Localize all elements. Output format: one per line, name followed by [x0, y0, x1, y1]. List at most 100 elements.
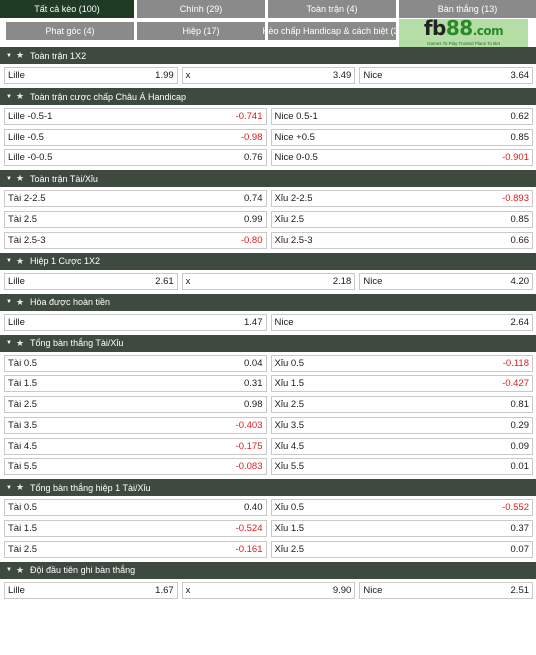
odds-value: 1.67 [155, 584, 174, 596]
odds-button[interactable]: Tài 0.5 0.04 [4, 354, 267, 372]
odds-value: -0.403 [235, 419, 263, 431]
odds-button[interactable]: Xỉu 2-2.5 -0.893 [270, 190, 533, 208]
odds-button[interactable]: Lille 2.61 [4, 272, 178, 290]
star-icon[interactable]: ★ [15, 50, 25, 60]
selection-label: Nice [363, 275, 383, 287]
odds-button[interactable]: Lille -0-0.5 0.76 [4, 149, 267, 167]
market-section: ▼ ★ Toàn trận cược chấp Châu Á Handicap Lil… [0, 88, 536, 167]
odds-button[interactable]: Lille -0.5-1 -0.741 [4, 108, 267, 125]
odds-button[interactable]: Tài 1.5 -0.524 [4, 519, 267, 537]
section-header[interactable]: ▼ ★ Đội đầu tiên ghi bàn thắng [0, 561, 536, 579]
selection-label: Nice [363, 584, 383, 596]
tab-halves[interactable]: Hiệp (17) [137, 22, 265, 40]
odds-button[interactable]: Xỉu 1.5 -0.427 [270, 375, 533, 393]
odds-button[interactable]: Xỉu 2.5 0.85 [270, 211, 533, 229]
odds-button[interactable]: Tài 2.5 0.99 [4, 211, 267, 229]
caret-down-icon[interactable]: ▼ [6, 175, 12, 182]
section-header[interactable]: ▼ ★ Tổng bàn thắng Tài/Xỉu [0, 334, 536, 352]
odds-button[interactable]: Tài 2-2.5 0.74 [4, 190, 267, 208]
odds-button[interactable]: Tài 2.5 -0.161 [4, 540, 267, 558]
caret-down-icon[interactable]: ▼ [6, 567, 12, 574]
caret-down-icon[interactable]: ▼ [6, 340, 12, 347]
odds-button[interactable]: Nice 0-0.5 -0.901 [270, 149, 533, 167]
odds-value: -0.083 [235, 461, 263, 473]
odds-button[interactable]: Lille 1.67 [4, 581, 178, 599]
odds-button[interactable]: Nice 2.64 [270, 313, 533, 331]
odds-button[interactable]: Xỉu 5.5 0.01 [270, 458, 533, 476]
odds-button[interactable]: Lille -0.5 -0.98 [4, 128, 267, 146]
odds-button[interactable]: x 3.49 [181, 67, 356, 84]
star-icon[interactable]: ★ [15, 337, 25, 348]
caret-down-icon[interactable]: ▼ [6, 93, 12, 100]
section-header[interactable]: ▼ ★ Hòa được hoàn tiền [0, 293, 536, 311]
tab-corners[interactable]: Phạt góc (4) [6, 22, 134, 40]
odds-button[interactable]: Tài 1.5 0.31 [4, 375, 267, 393]
caret-down-icon[interactable]: ▼ [6, 484, 12, 491]
odds-value: 3.49 [332, 70, 352, 81]
section-title: Toàn trận Tài/Xỉu [30, 173, 98, 184]
selection-label: Nice [363, 70, 383, 81]
section-header[interactable]: ▼ ★ Toàn trận cược chấp Châu Á Handicap [0, 88, 536, 105]
tab-full-match[interactable]: Toàn trận (4) [268, 0, 396, 18]
section-header[interactable]: ▼ ★ Tổng bàn thắng hiệp 1 Tài/Xỉu [0, 479, 536, 497]
star-icon[interactable]: ★ [15, 255, 25, 266]
market-section: ▼ ★ Tổng bàn thắng hiệp 1 Tài/Xỉu Tài 0.5 0.… [0, 479, 536, 558]
tab-handicap[interactable]: Kèo chấp Handicap & cách biệt (3) [262, 22, 402, 40]
tab-goals[interactable]: Bàn thắng (13) [399, 0, 536, 18]
odds-button[interactable]: Xỉu 2.5 0.07 [270, 540, 533, 558]
odds-button[interactable]: Tài 5.5 -0.083 [4, 458, 267, 476]
odds-button[interactable]: Lille 1.47 [4, 313, 267, 331]
odds-button[interactable]: Lille 1.99 [4, 67, 178, 84]
odds-button[interactable]: Nice 4.20 [359, 272, 534, 290]
odds-button[interactable]: Xỉu 0.5 -0.552 [270, 499, 533, 517]
caret-down-icon[interactable]: ▼ [6, 299, 12, 306]
odds-value: -0.901 [502, 152, 529, 164]
section-header[interactable]: ▼ ★ Hiệp 1 Cược 1X2 [0, 252, 536, 270]
odds-button[interactable]: Nice +0.5 0.85 [270, 128, 533, 146]
odds-value: 0.85 [510, 131, 530, 143]
odds-button[interactable]: Tài 4.5 -0.175 [4, 437, 267, 455]
star-icon[interactable]: ★ [15, 296, 25, 307]
odds-row: Tài 2.5 0.98 Xỉu 2.5 0.81 [0, 396, 536, 414]
odds-value: -0.524 [235, 522, 263, 534]
caret-down-icon[interactable]: ▼ [6, 258, 12, 265]
tab-main[interactable]: Chính (29) [137, 0, 265, 18]
odds-button[interactable]: Tài 2.5 0.98 [4, 396, 267, 414]
odds-button[interactable]: Xỉu 1.5 0.37 [270, 519, 533, 537]
section-body: Tài 0.5 0.04 Xỉu 0.5 -0.118 Tài 1.5 0.31 Xỉu 1… [0, 352, 536, 476]
star-icon[interactable]: ★ [15, 482, 25, 493]
odds-value: 1.99 [155, 70, 174, 81]
odds-button[interactable]: Xỉu 3.5 0.29 [270, 416, 533, 434]
odds-button[interactable]: Nice 3.64 [359, 67, 534, 84]
odds-button[interactable]: Tài 2.5-3 -0.80 [4, 231, 267, 249]
odds-button[interactable]: Nice 2.51 [359, 581, 534, 599]
odds-button[interactable]: x 2.18 [181, 272, 356, 290]
tab-all-markets[interactable]: Tất cả kèo (100) [0, 0, 134, 18]
odds-button[interactable]: Xỉu 4.5 0.09 [270, 437, 533, 455]
star-icon[interactable]: ★ [15, 173, 25, 184]
odds-value: -0.175 [235, 440, 263, 452]
odds-button[interactable]: Xỉu 0.5 -0.118 [270, 354, 533, 372]
odds-button[interactable]: Nice 0.5-1 0.62 [270, 108, 533, 125]
odds-button[interactable]: Xỉu 2.5 0.81 [270, 396, 533, 414]
selection-label: Xỉu 2.5-3 [274, 234, 313, 246]
odds-button[interactable]: x 9.90 [181, 581, 356, 599]
selection-label: Nice [274, 316, 294, 328]
odds-button[interactable]: Xỉu 2.5-3 0.66 [270, 231, 533, 249]
star-icon[interactable]: ★ [15, 91, 25, 101]
section-body: Lille 1.47 Nice 2.64 [0, 311, 536, 331]
section-title: Tổng bàn thắng hiệp 1 Tài/Xỉu [30, 482, 151, 493]
odds-value: 0.29 [510, 419, 530, 431]
odds-button[interactable]: Tài 3.5 -0.403 [4, 416, 267, 434]
section-header[interactable]: ▼ ★ Toàn trận 1X2 [0, 47, 536, 64]
section-title: Toàn trận 1X2 [30, 50, 87, 61]
star-icon[interactable]: ★ [15, 564, 25, 575]
caret-down-icon[interactable]: ▼ [6, 52, 12, 59]
odds-value: 0.04 [244, 357, 263, 369]
section-title: Hòa được hoàn tiền [30, 297, 111, 308]
selection-label: Lille -0-0.5 [8, 152, 53, 164]
odds-value: -0.98 [240, 131, 263, 143]
odds-value: 1.47 [244, 316, 263, 328]
odds-button[interactable]: Tài 0.5 0.40 [4, 499, 267, 517]
section-header[interactable]: ▼ ★ Toàn trận Tài/Xỉu [0, 170, 536, 188]
